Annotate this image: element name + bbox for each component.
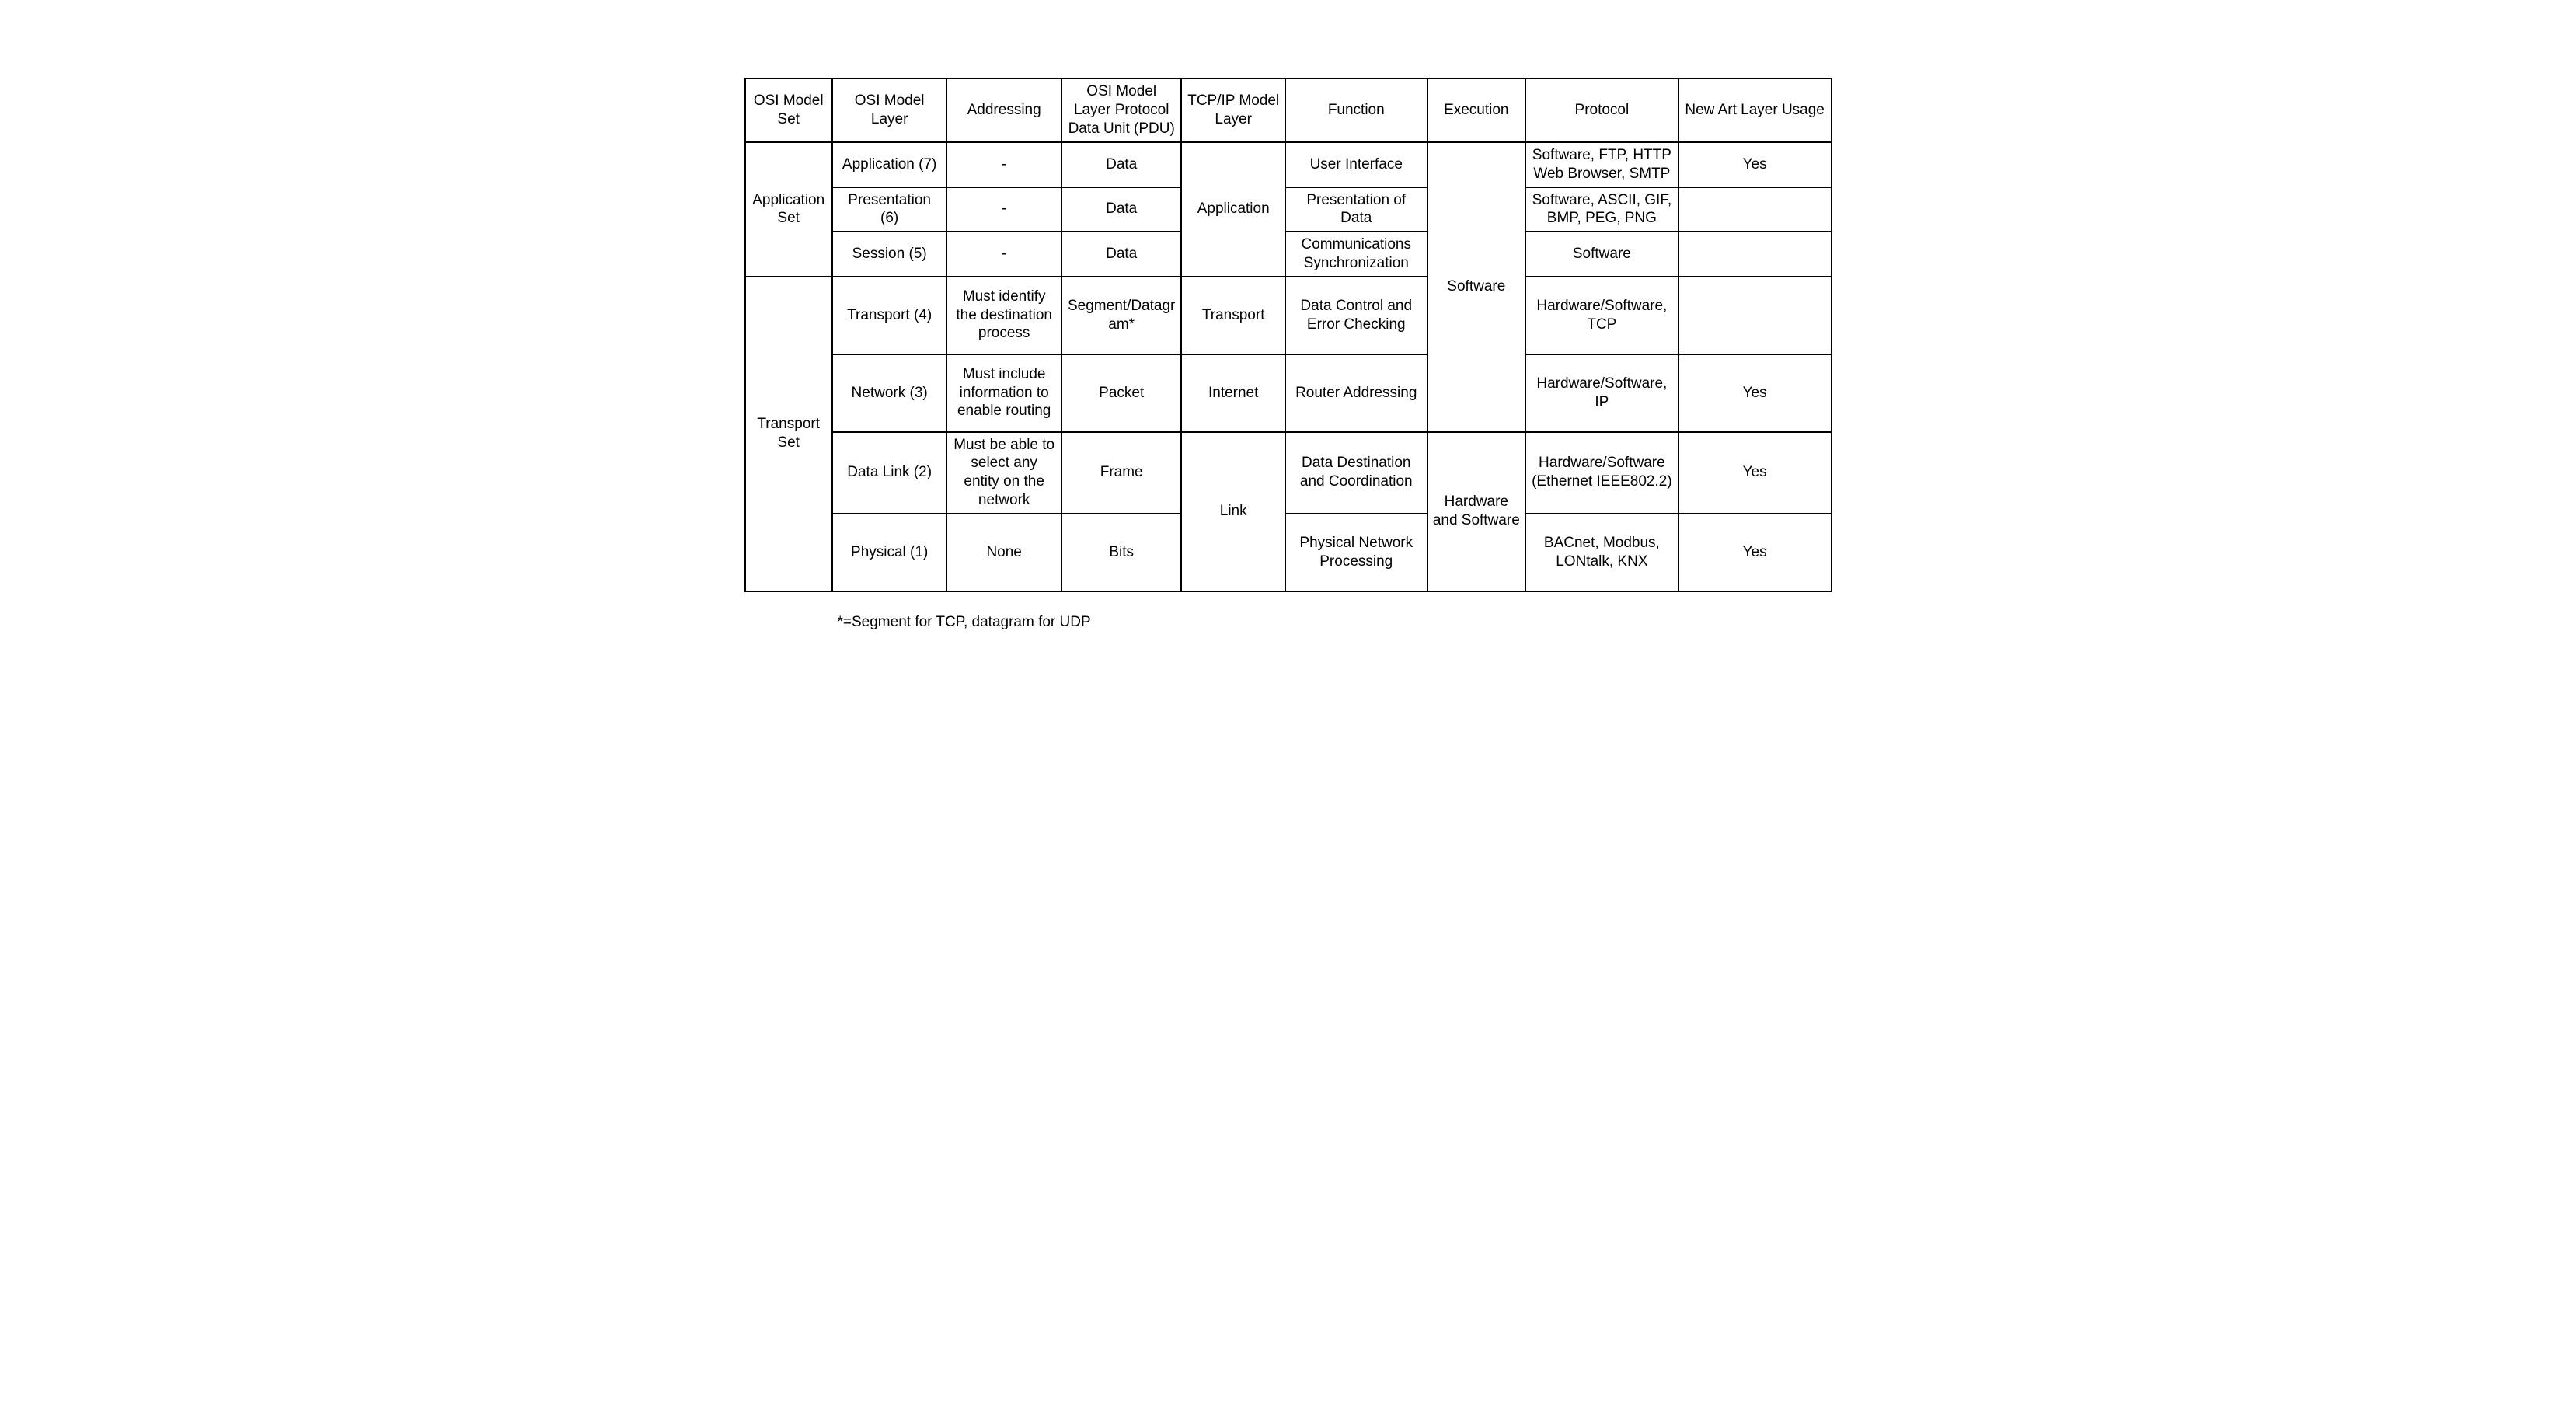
cell-execution: Software <box>1427 142 1525 432</box>
footnote: *=Segment for TCP, datagram for UDP <box>838 614 1832 631</box>
col-header: TCP/IP Model Layer <box>1181 78 1285 142</box>
cell-protocol: Software <box>1525 232 1678 277</box>
cell-function: Data Control and Error Checking <box>1285 277 1427 354</box>
cell-addressing: - <box>946 187 1061 232</box>
cell-addressing: - <box>946 142 1061 187</box>
table-row: Application Set Application (7) - Data A… <box>745 142 1832 187</box>
cell-addressing: Must include information to enable routi… <box>946 354 1061 432</box>
cell-usage: Yes <box>1678 514 1832 591</box>
col-header: OSI Model Set <box>745 78 832 142</box>
page-container: OSI Model Set OSI Model Layer Addressing… <box>744 78 1832 631</box>
cell-layer: Physical (1) <box>832 514 947 591</box>
table-header-row: OSI Model Set OSI Model Layer Addressing… <box>745 78 1832 142</box>
cell-addressing: Must identify the destination process <box>946 277 1061 354</box>
table-row: Network (3) Must include information to … <box>745 354 1832 432</box>
cell-function: Presentation of Data <box>1285 187 1427 232</box>
cell-protocol: Hardware/Software, TCP <box>1525 277 1678 354</box>
cell-function: Data Destination and Coordination <box>1285 432 1427 514</box>
cell-pdu: Data <box>1061 142 1182 187</box>
col-header: OSI Model Layer <box>832 78 947 142</box>
osi-table: OSI Model Set OSI Model Layer Addressing… <box>744 78 1832 592</box>
cell-usage <box>1678 187 1832 232</box>
cell-pdu: Data <box>1061 187 1182 232</box>
table-row: Transport Set Transport (4) Must identif… <box>745 277 1832 354</box>
cell-function: Router Addressing <box>1285 354 1427 432</box>
cell-protocol: BACnet, Modbus, LONtalk, KNX <box>1525 514 1678 591</box>
col-header: New Art Layer Usage <box>1678 78 1832 142</box>
cell-addressing: - <box>946 232 1061 277</box>
col-header: Function <box>1285 78 1427 142</box>
cell-protocol: Hardware/Software, IP <box>1525 354 1678 432</box>
cell-layer: Transport (4) <box>832 277 947 354</box>
col-header: Addressing <box>946 78 1061 142</box>
cell-layer: Session (5) <box>832 232 947 277</box>
cell-usage: Yes <box>1678 142 1832 187</box>
cell-execution: Hardware and Software <box>1427 432 1525 591</box>
table-row: Physical (1) None Bits Physical Network … <box>745 514 1832 591</box>
cell-pdu: Data <box>1061 232 1182 277</box>
cell-tcpip: Transport <box>1181 277 1285 354</box>
col-header: OSI Model Layer Protocol Data Unit (PDU) <box>1061 78 1182 142</box>
cell-usage <box>1678 277 1832 354</box>
table-row: Session (5) - Data Communications Synchr… <box>745 232 1832 277</box>
cell-function: User Interface <box>1285 142 1427 187</box>
cell-layer: Presentation (6) <box>832 187 947 232</box>
cell-layer: Network (3) <box>832 354 947 432</box>
cell-usage: Yes <box>1678 432 1832 514</box>
cell-function: Physical Network Processing <box>1285 514 1427 591</box>
col-header: Execution <box>1427 78 1525 142</box>
cell-protocol: Hardware/Software (Ethernet IEEE802.2) <box>1525 432 1678 514</box>
cell-pdu: Frame <box>1061 432 1182 514</box>
cell-addressing: None <box>946 514 1061 591</box>
cell-addressing: Must be able to select any entity on the… <box>946 432 1061 514</box>
cell-tcpip: Internet <box>1181 354 1285 432</box>
cell-pdu: Packet <box>1061 354 1182 432</box>
cell-tcpip: Link <box>1181 432 1285 591</box>
cell-set: Transport Set <box>745 277 832 591</box>
cell-protocol: Software, ASCII, GIF, BMP, PEG, PNG <box>1525 187 1678 232</box>
cell-layer: Application (7) <box>832 142 947 187</box>
table-row: Data Link (2) Must be able to select any… <box>745 432 1832 514</box>
cell-pdu: Bits <box>1061 514 1182 591</box>
cell-function: Communications Synchronization <box>1285 232 1427 277</box>
col-header: Protocol <box>1525 78 1678 142</box>
cell-usage: Yes <box>1678 354 1832 432</box>
table-row: Presentation (6) - Data Presentation of … <box>745 187 1832 232</box>
cell-protocol: Software, FTP, HTTP Web Browser, SMTP <box>1525 142 1678 187</box>
cell-usage <box>1678 232 1832 277</box>
cell-tcpip: Application <box>1181 142 1285 277</box>
cell-pdu: Segment/Datagram* <box>1061 277 1182 354</box>
cell-set: Application Set <box>745 142 832 277</box>
cell-layer: Data Link (2) <box>832 432 947 514</box>
